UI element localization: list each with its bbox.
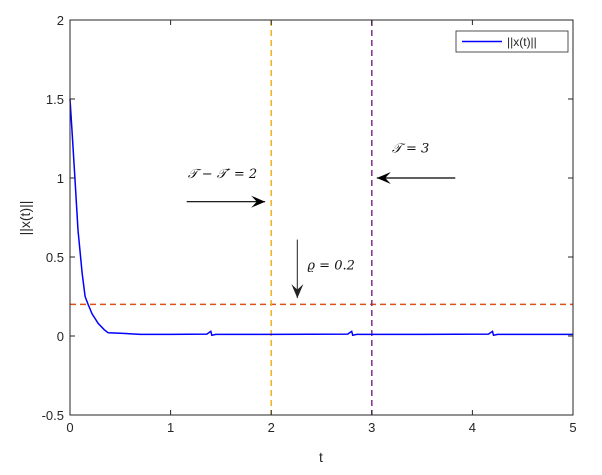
y-tick-label: 0 bbox=[57, 329, 64, 344]
y-tick-label: 1.5 bbox=[46, 92, 64, 107]
legend-label: ||x(t)|| bbox=[507, 35, 537, 49]
arrowhead bbox=[291, 284, 304, 299]
legend: ||x(t)|| bbox=[455, 30, 569, 53]
x-tick-label: 3 bbox=[368, 420, 375, 435]
annotation-label: 𝒯 = 3 bbox=[392, 142, 429, 157]
x-tick-label: 0 bbox=[66, 420, 73, 435]
arrowhead bbox=[376, 172, 391, 184]
arrowhead bbox=[251, 195, 266, 208]
x-tick-label: 1 bbox=[167, 420, 174, 435]
x-axis-label: t bbox=[319, 449, 323, 465]
x-tick-label: 4 bbox=[469, 420, 476, 435]
y-tick-label: 1 bbox=[57, 171, 64, 186]
y-tick-label: 2 bbox=[57, 13, 64, 28]
x-tick-label: 2 bbox=[268, 420, 275, 435]
y-tick-label: -0.5 bbox=[42, 408, 64, 423]
y-axis-label: ||x(t)|| bbox=[17, 201, 33, 236]
legend-box bbox=[455, 30, 569, 53]
annotation-label: 𝒯 − 𝒯′ = 2 bbox=[188, 167, 257, 182]
y-tick-label: 0.5 bbox=[46, 250, 64, 265]
series-line bbox=[69, 98, 573, 337]
annotation-label: ϱ = 0.2 bbox=[307, 259, 354, 274]
plot-frame bbox=[69, 19, 574, 416]
x-tick-label: 5 bbox=[569, 420, 576, 435]
